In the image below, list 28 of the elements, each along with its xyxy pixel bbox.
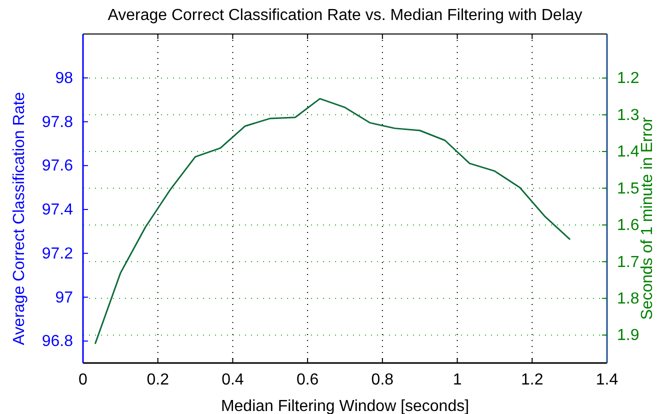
y2-tick-label: 1.8 bbox=[617, 290, 640, 308]
x-tick-label: 1 bbox=[452, 371, 462, 388]
y-axis-title: Average Correct Classification Rate bbox=[11, 92, 28, 346]
x-tick-label: 0.8 bbox=[371, 371, 394, 388]
x-tick-label: 0.2 bbox=[146, 371, 170, 388]
y2-axis-title: Seconds of 1 minute in Error bbox=[639, 116, 656, 320]
y2-tick-label: 1.3 bbox=[617, 106, 640, 124]
chart-title: Average Correct Classification Rate vs. Median Filtering with Delay bbox=[108, 7, 582, 24]
y-tick-label: 98 bbox=[55, 70, 74, 87]
x-tick-label: 1.4 bbox=[596, 371, 618, 388]
x-tick-label: 1.2 bbox=[521, 371, 544, 388]
y2-tick-label: 1.6 bbox=[617, 217, 640, 234]
x-tick-label: 0.4 bbox=[222, 371, 244, 388]
y-tick-label: 97.4 bbox=[42, 202, 74, 219]
y2-tick-label: 1.4 bbox=[617, 144, 640, 161]
y2-tick-label: 1.7 bbox=[617, 254, 640, 271]
y2-tick-label: 1.5 bbox=[617, 180, 640, 198]
y-tick-label: 97 bbox=[55, 289, 74, 306]
y-tick-label: 97.2 bbox=[42, 245, 74, 262]
y2-tick-label: 1.2 bbox=[617, 70, 640, 88]
y-tick-label: 96.8 bbox=[42, 333, 74, 350]
x-tick-label: 0.6 bbox=[296, 371, 319, 388]
line-series bbox=[94, 98, 570, 344]
y2-tick-label: 1.9 bbox=[617, 327, 640, 344]
y-tick-label: 97.6 bbox=[42, 158, 74, 175]
y-tick-label: 97.8 bbox=[42, 114, 74, 131]
x-axis-title: Median Filtering Window [seconds] bbox=[220, 398, 470, 414]
x-tick-label: 0 bbox=[78, 371, 88, 388]
